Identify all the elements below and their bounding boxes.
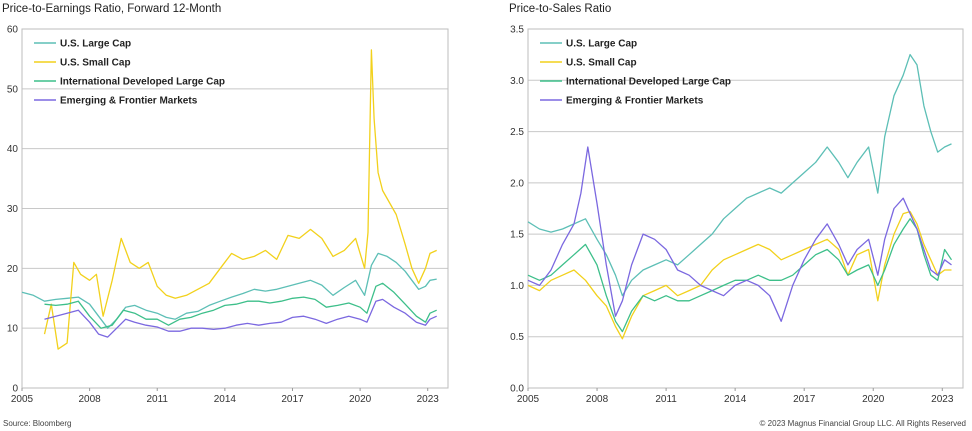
ps-y-tick-label: 1.0 <box>510 281 524 292</box>
pe-x-tick-label: 2023 <box>417 394 440 405</box>
pe-y-tick-label: 0 <box>12 384 18 395</box>
pe-y-tick-label: 20 <box>7 264 19 275</box>
pe-y-tick-label: 40 <box>7 144 19 155</box>
pe-y-tick-label: 50 <box>7 84 19 95</box>
ps-y-tick-label: 3.0 <box>510 76 524 87</box>
pe-x-tick-label: 2014 <box>214 394 237 405</box>
pe-series-line-us-small-cap <box>43 49 437 350</box>
ps-series-line-emerging-frontier <box>527 146 952 322</box>
pe-legend-label: U.S. Small Cap <box>60 58 131 69</box>
pe-x-tick-label: 2017 <box>281 394 304 405</box>
pe-chart-title: Price-to-Earnings Ratio, Forward 12-Mont… <box>2 3 222 15</box>
ps-x-tick-label: 2008 <box>586 394 609 405</box>
copyright-note: © 2023 Magnus Financial Group LLC. All R… <box>759 419 966 428</box>
pe-chart: 0 10 20 30 40 50 60 2005 2008 2011 2014 2017 2020 202… <box>7 25 449 405</box>
ps-y-tick-label: 2.0 <box>510 178 524 189</box>
pe-y-tick-label: 10 <box>7 324 19 335</box>
pe-legend-label: Emerging & Frontier Markets <box>60 96 198 107</box>
ps-y-tick-label: 2.5 <box>510 127 524 138</box>
pe-series-line-intl-developed <box>44 282 437 329</box>
pe-legend-label: International Developed Large Cap <box>60 77 225 88</box>
ps-y-tick-label: 0.5 <box>510 332 524 343</box>
pe-x-tick-label: 2011 <box>146 394 168 405</box>
ps-chart-title: Price-to-Sales Ratio <box>509 3 612 15</box>
ps-x-tick-label: 2023 <box>931 394 954 405</box>
ps-series-line-us-large-cap <box>527 53 952 297</box>
pe-series-line-us-large-cap <box>21 252 437 329</box>
ps-y-tick-label: 3.5 <box>510 25 524 36</box>
pe-x-tick-label: 2020 <box>349 394 372 405</box>
pe-plot-frame <box>21 28 449 389</box>
pe-y-tick-label: 60 <box>7 25 19 36</box>
ps-series-line-intl-developed <box>527 218 953 333</box>
source-note: Source: Bloomberg <box>3 419 72 428</box>
ps-legend-label: U.S. Small Cap <box>566 58 637 69</box>
ps-plot-frame <box>527 28 964 389</box>
ps-x-tick-label: 2020 <box>862 394 885 405</box>
ps-legend-label: U.S. Large Cap <box>566 39 637 50</box>
ps-legend-label: International Developed Large Cap <box>566 77 731 88</box>
ps-x-tick-label: 2005 <box>517 394 540 405</box>
ps-x-tick-label: 2011 <box>655 394 677 405</box>
pe-x-tick-label: 2008 <box>78 394 101 405</box>
pe-series-line-emerging-frontier <box>44 298 437 338</box>
ps-series-line-us-small-cap <box>527 210 952 340</box>
ps-x-tick-label: 2017 <box>793 394 816 405</box>
ps-y-tick-label: 1.5 <box>510 230 524 241</box>
ps-legend-label: Emerging & Frontier Markets <box>566 96 704 107</box>
pe-x-tick-label: 2005 <box>11 394 34 405</box>
ps-x-tick-label: 2014 <box>724 394 747 405</box>
ps-y-tick-label: 0.0 <box>510 384 524 395</box>
ps-chart: 0.0 0.5 1.0 1.5 2.0 2.5 3.0 3.5 2005 2008 2011 2014… <box>510 25 964 405</box>
pe-legend-label: U.S. Large Cap <box>60 39 131 50</box>
pe-y-tick-label: 30 <box>7 204 19 215</box>
